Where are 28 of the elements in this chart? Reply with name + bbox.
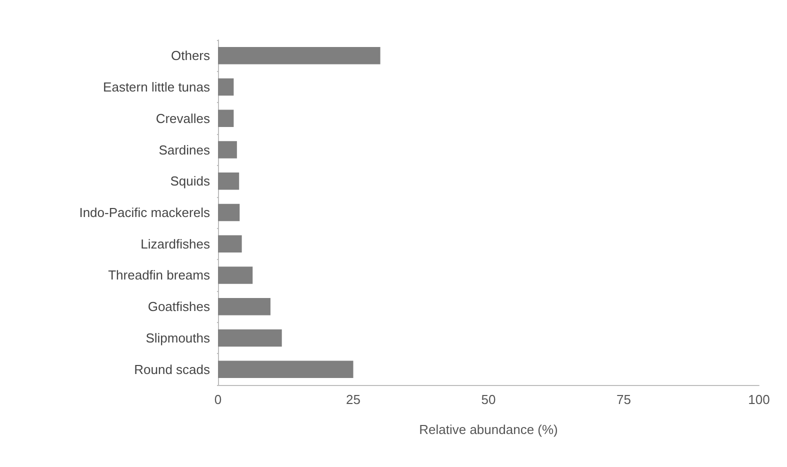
y-tick-label: Slipmouths xyxy=(146,330,210,346)
y-tick-label: Sardines xyxy=(158,142,210,158)
y-tick-label: Squids xyxy=(170,174,210,189)
y-tick-label: Crevalles xyxy=(156,110,210,126)
y-tick-label: Round scads xyxy=(134,362,210,377)
y-tick-label: Others xyxy=(170,48,210,64)
bar xyxy=(218,266,253,284)
bar xyxy=(218,298,270,316)
bar xyxy=(218,329,282,347)
bar xyxy=(218,204,240,222)
y-tick-label: Eastern little tunas xyxy=(103,80,210,95)
bar xyxy=(218,141,237,158)
y-tick-label: Indo-Pacific mackerels xyxy=(79,205,210,220)
x-tick-label: 100 xyxy=(748,392,770,407)
x-tick-label: 50 xyxy=(481,392,496,407)
y-tick-label: Lizardfishes xyxy=(140,236,210,252)
bar xyxy=(218,235,242,252)
bar xyxy=(218,78,234,96)
y-tick-label: Goatfishes xyxy=(148,299,210,314)
bar xyxy=(218,47,380,64)
x-tick-label: 0 xyxy=(214,392,222,407)
x-tick-label: 75 xyxy=(616,392,631,407)
bar xyxy=(218,360,354,378)
bar xyxy=(218,172,240,190)
y-tick-label: Threadfin breams xyxy=(108,268,210,283)
bar xyxy=(218,110,234,128)
x-tick-label: 25 xyxy=(346,392,360,407)
x-axis-title: Relative abundance (%) xyxy=(419,422,558,437)
